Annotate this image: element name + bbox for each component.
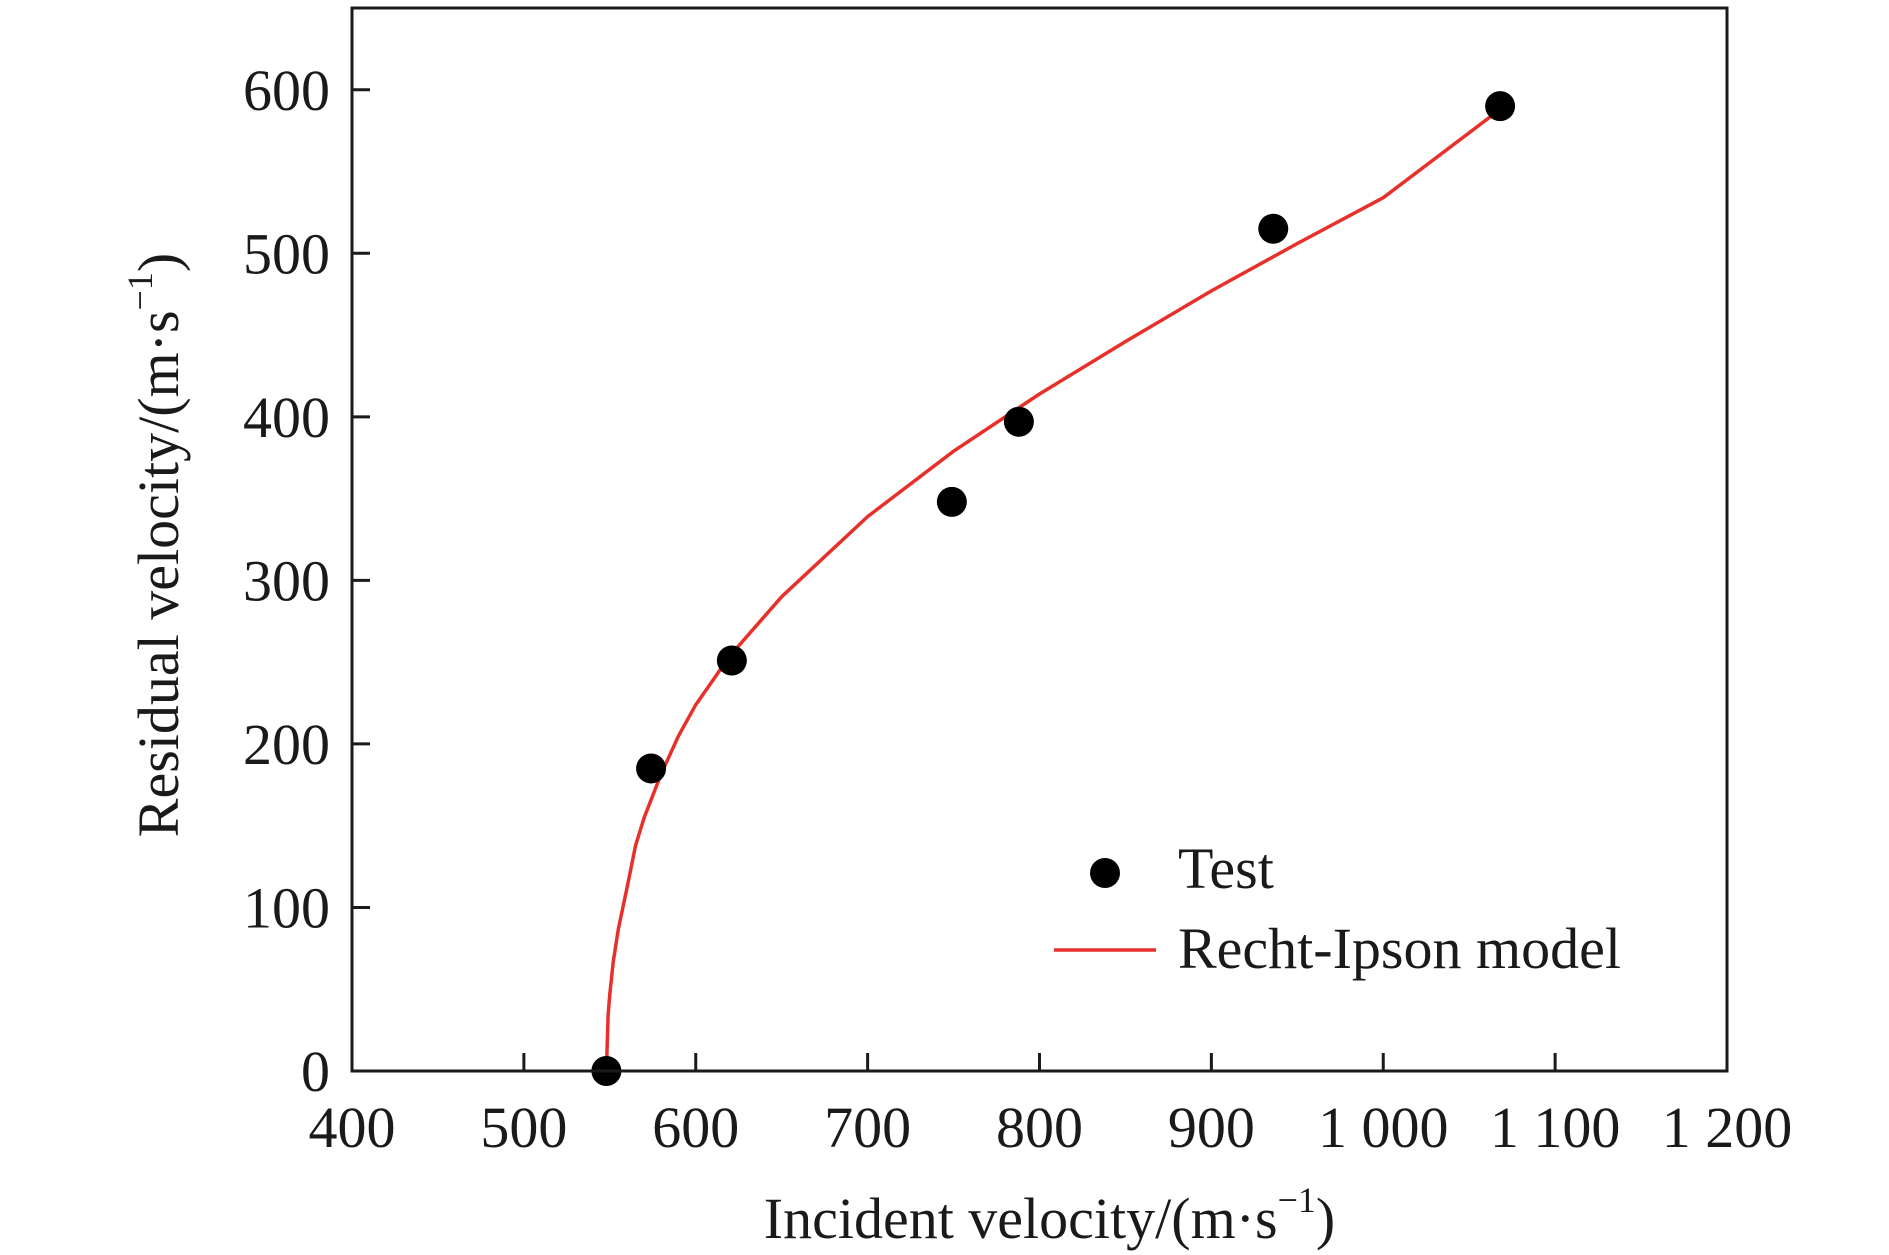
x-axis-label: Incident velocity/(m·s−1)	[764, 1180, 1335, 1251]
x-tick-label-1200: 1 200	[1662, 1095, 1793, 1160]
x-tick-label-500: 500	[480, 1095, 567, 1160]
y-tick-label-600: 600	[243, 58, 330, 123]
test-point-4	[936, 486, 967, 517]
x-tick-label-800: 800	[996, 1095, 1083, 1160]
test-point-7	[1485, 91, 1516, 122]
test-point-5	[1003, 406, 1034, 437]
recht-ipson-model-curve	[604, 107, 1502, 1073]
legend-model-label: Recht-Ipson model	[1178, 916, 1621, 981]
legend: Test Recht-Ipson model	[1054, 836, 1621, 981]
y-tick-label-400: 400	[243, 385, 330, 450]
x-tick-label-1000: 1 000	[1318, 1095, 1449, 1160]
legend-test-label: Test	[1178, 836, 1274, 901]
y-axis-label: Residual velocity/(m·s−1)	[120, 253, 191, 837]
y-tick-label-300: 300	[243, 548, 330, 613]
x-tick-label-900: 900	[1168, 1095, 1255, 1160]
x-tick-label-600: 600	[652, 1095, 739, 1160]
x-tick-label-700: 700	[824, 1095, 911, 1160]
y-tick-label-200: 200	[243, 712, 330, 777]
legend-test-marker	[1090, 858, 1120, 888]
test-point-3	[716, 645, 747, 676]
ticks-layer: 400 500 600 700 800 900 1 000 1 100 1 200 0 100 200…	[243, 58, 1792, 1160]
x-tick-label-400: 400	[309, 1095, 396, 1160]
plot-frame	[350, 6, 1729, 1073]
curve-layer	[604, 107, 1502, 1073]
y-tick-label-500: 500	[243, 221, 330, 286]
test-point-6	[1258, 213, 1289, 244]
y-tick-label-0: 0	[301, 1039, 330, 1104]
y-tick-label-100: 100	[243, 875, 330, 940]
points-layer	[591, 91, 1516, 1086]
x-tick-label-1100: 1 100	[1490, 1095, 1621, 1160]
test-point-2	[636, 753, 667, 784]
